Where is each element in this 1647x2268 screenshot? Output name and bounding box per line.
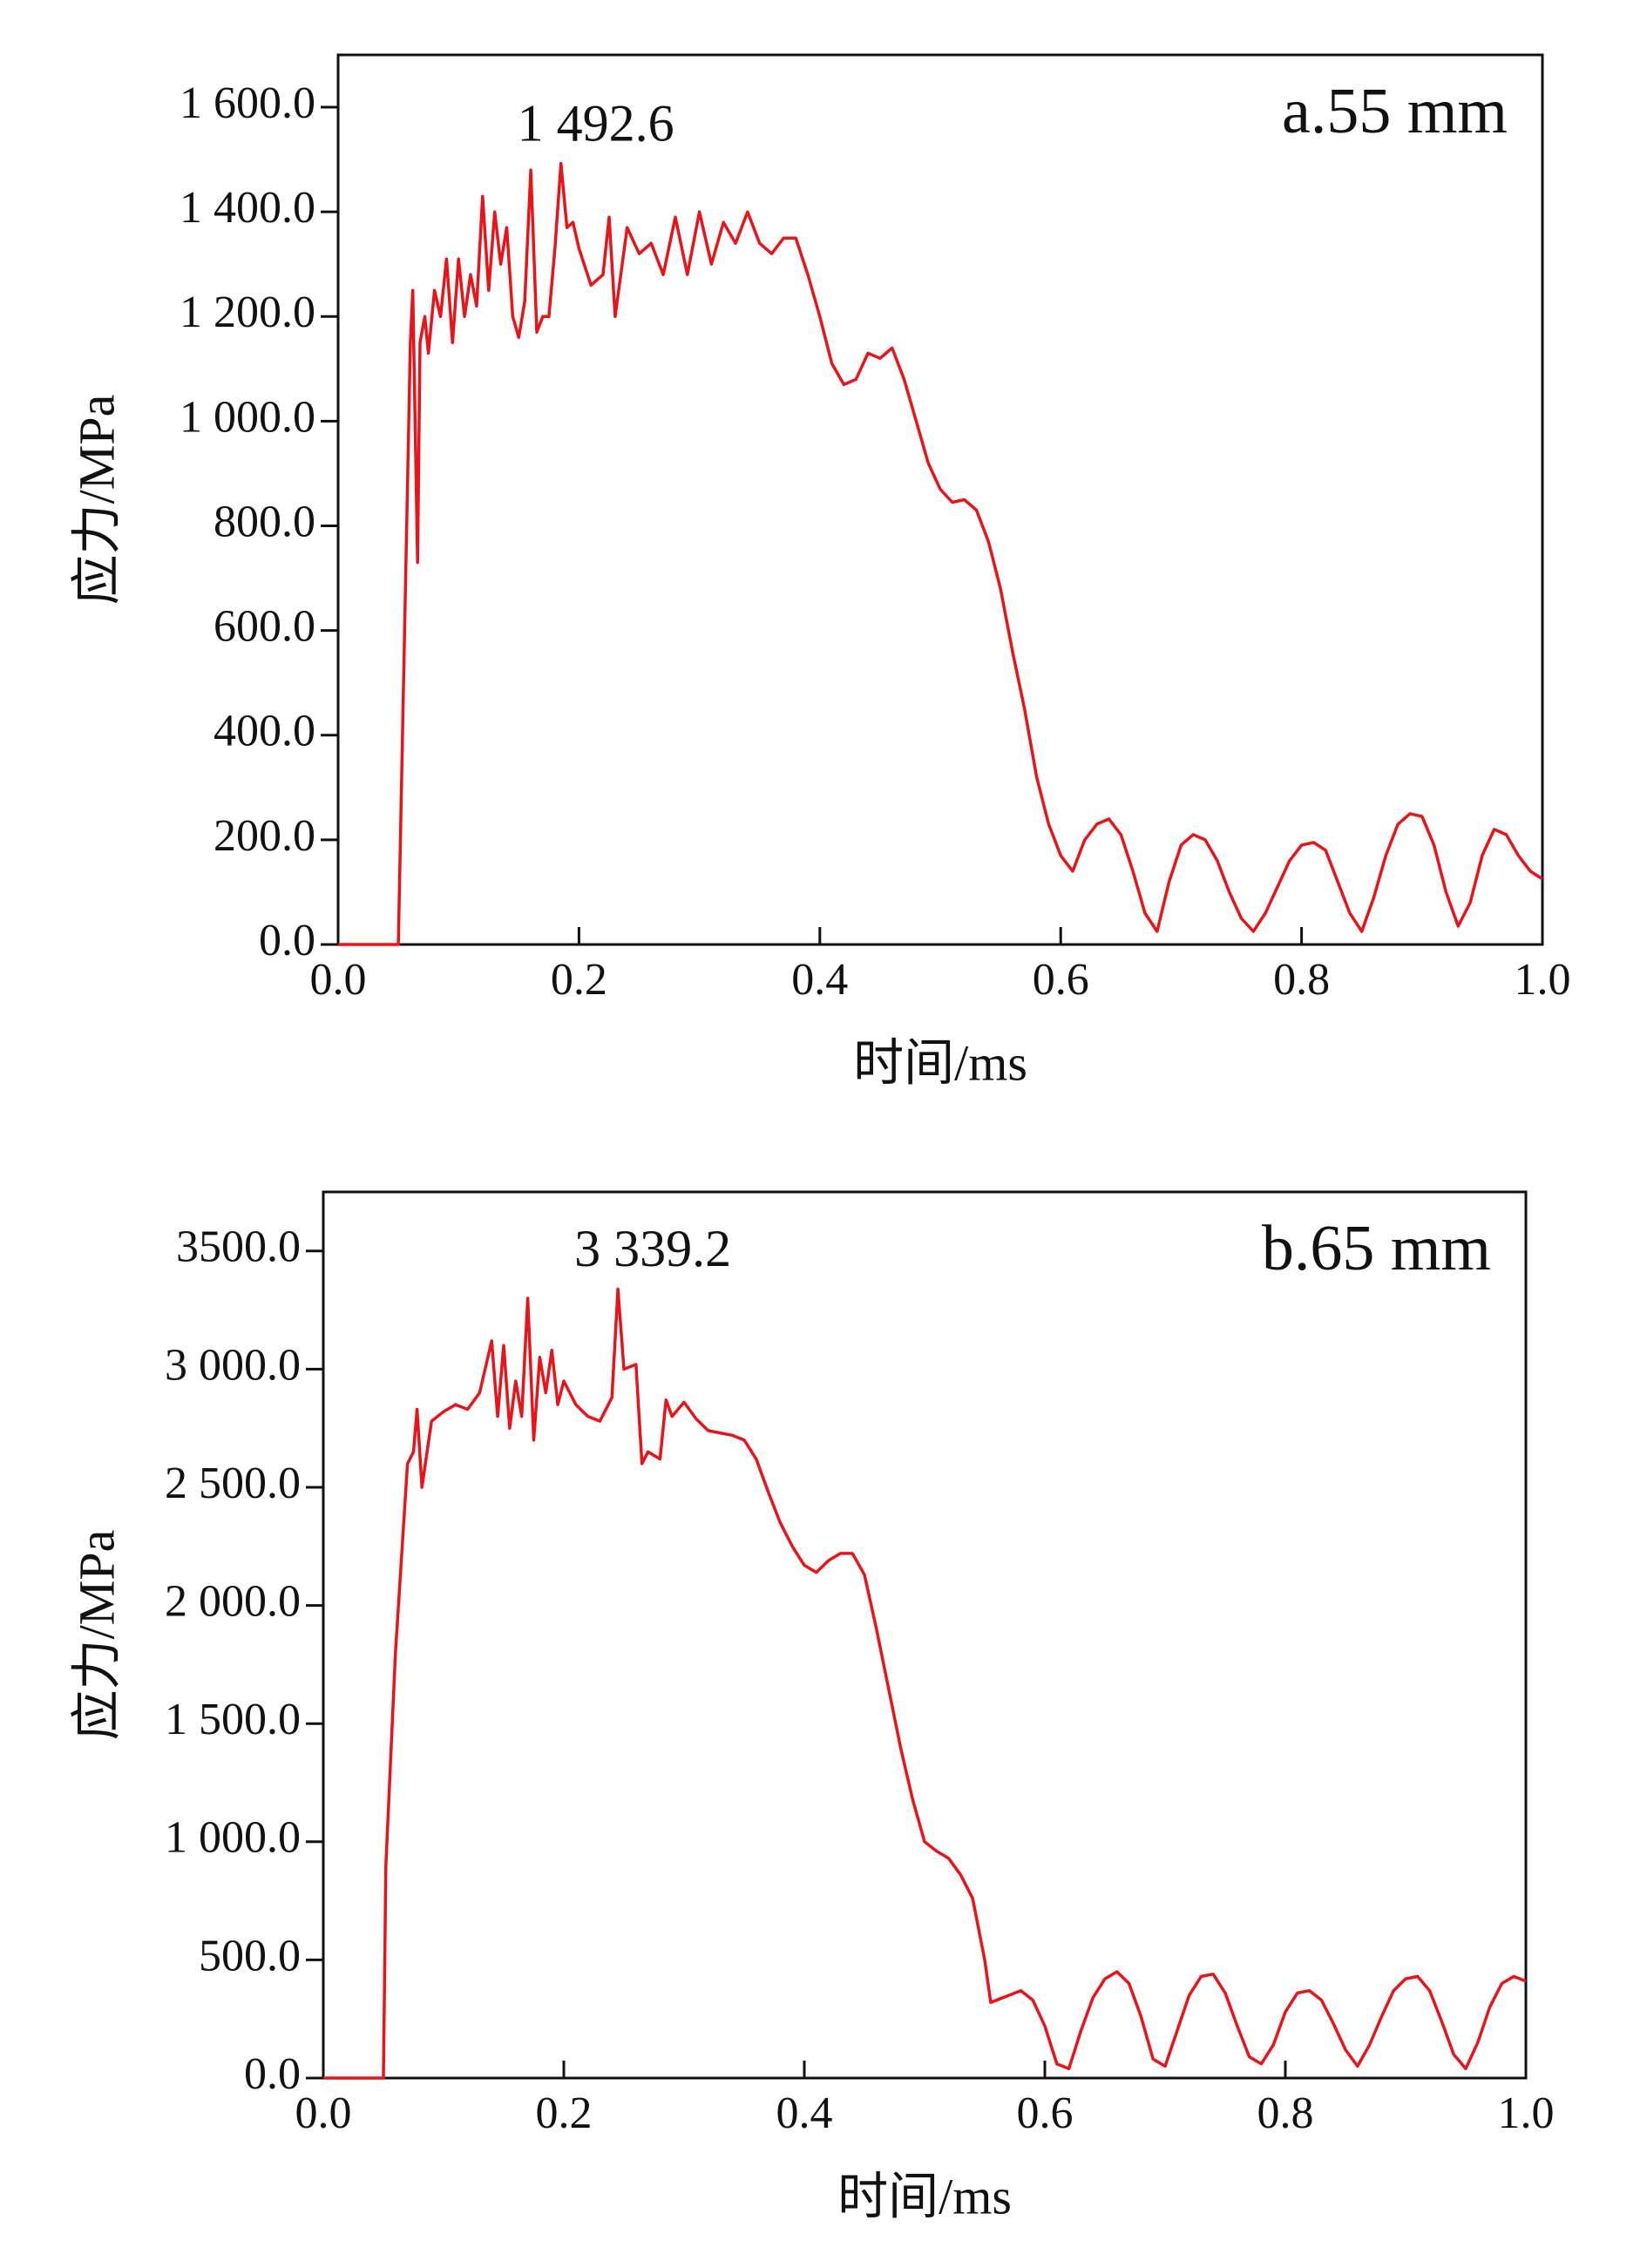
x-axis-label: 时间/ms: [837, 2168, 1012, 2224]
x-tick-label: 0.4: [776, 2089, 833, 2138]
x-tick-label: 0.4: [791, 955, 848, 1005]
y-axis-label: 应力/MPa: [68, 395, 125, 606]
y-tick-label: 1 000.0: [165, 1813, 301, 1863]
y-tick-label: 2 500.0: [165, 1459, 301, 1508]
y-tick-label: 0.0: [259, 916, 315, 965]
y-tick-label: 600.0: [214, 602, 315, 652]
y-tick-label: 400.0: [214, 707, 315, 756]
x-tick-label: 0.2: [551, 955, 607, 1005]
y-tick-label: 1 400.0: [180, 183, 315, 233]
data-line: [338, 161, 1543, 946]
y-tick-label: 1 500.0: [165, 1695, 301, 1744]
x-axis-label: 时间/ms: [853, 1034, 1027, 1091]
x-tick-label: 0.8: [1273, 955, 1330, 1005]
peak-annotation: 3 339.2: [574, 1220, 731, 1277]
y-axis-label: 应力/MPa: [68, 1530, 125, 1741]
x-tick-label: 0.0: [295, 2089, 352, 2138]
x-tick-label: 0.0: [310, 955, 367, 1005]
x-tick-label: 1.0: [1498, 2089, 1555, 2138]
x-tick-label: 0.6: [1017, 2089, 1074, 2138]
y-tick-label: 2 000.0: [165, 1577, 301, 1627]
panel-label: b.65 mm: [1262, 1213, 1491, 1284]
y-tick-label: 0.0: [244, 2049, 301, 2099]
x-tick-label: 0.8: [1257, 2089, 1314, 2138]
y-tick-label: 200.0: [214, 811, 315, 861]
panel-label: a.55 mm: [1282, 76, 1508, 147]
data-line: [323, 1287, 1527, 2080]
y-tick-label: 1 200.0: [180, 288, 315, 337]
x-tick-label: 0.6: [1033, 955, 1089, 1005]
y-tick-label: 1 000.0: [180, 392, 315, 442]
y-tick-label: 1 600.0: [180, 78, 315, 128]
plot-frame: [322, 1190, 1528, 2080]
y-tick-label: 3500.0: [176, 1222, 301, 1272]
y-tick-label: 800.0: [214, 497, 315, 546]
y-tick-label: 500.0: [199, 1931, 301, 1980]
plot-frame: [336, 53, 1544, 946]
peak-annotation: 1 492.6: [518, 94, 674, 152]
x-tick-label: 0.2: [536, 2089, 593, 2138]
x-tick-label: 1.0: [1515, 955, 1571, 1005]
y-tick-label: 3 000.0: [165, 1340, 301, 1390]
